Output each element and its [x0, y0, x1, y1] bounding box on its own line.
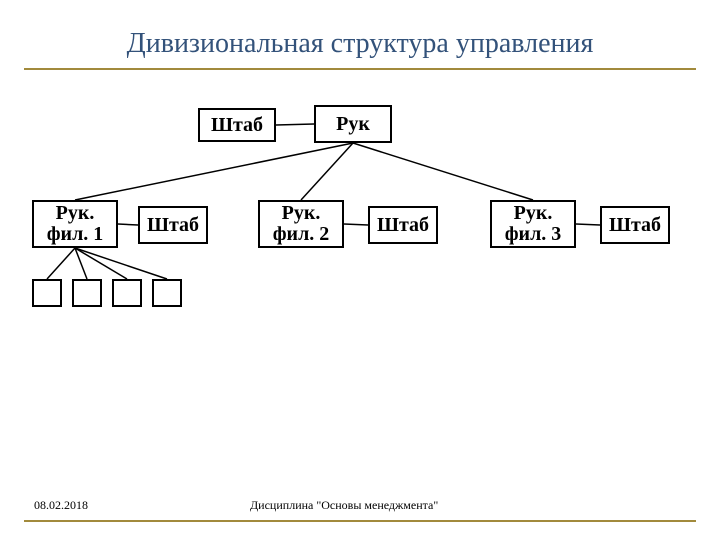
node-rf3: Рук. фил. 3: [490, 200, 576, 248]
node-sm4: [152, 279, 182, 307]
node-sm2: [72, 279, 102, 307]
node-sh2: Штаб: [368, 206, 438, 244]
node-sh1: Штаб: [138, 206, 208, 244]
node-sm3: [112, 279, 142, 307]
node-rf1: Рук. фил. 1: [32, 200, 118, 248]
edge-rf2-sh2: [344, 224, 368, 225]
edge-ruk-rf3: [353, 143, 533, 200]
edge-rf1-sh1: [118, 224, 138, 225]
node-top_shtab: Штаб: [198, 108, 276, 142]
edge-rf1-sm2: [75, 248, 87, 279]
diagram-edges: [0, 0, 720, 540]
node-rf2: Рук. фил. 2: [258, 200, 344, 248]
node-sh3: Штаб: [600, 206, 670, 244]
footer-date: 08.02.2018: [34, 498, 88, 513]
slide: { "title": { "text": "Дивизиональная стр…: [0, 0, 720, 540]
edge-rf3-sh3: [576, 224, 600, 225]
edge-ruk-rf1: [75, 143, 353, 200]
node-sm1: [32, 279, 62, 307]
node-ruk: Рук: [314, 105, 392, 143]
footer-caption: Дисциплина "Основы менеджмента": [250, 498, 438, 513]
edge-rf1-sm1: [47, 248, 75, 279]
edge-rf1-sm4: [75, 248, 167, 279]
edge-top_shtab-ruk: [276, 124, 314, 125]
